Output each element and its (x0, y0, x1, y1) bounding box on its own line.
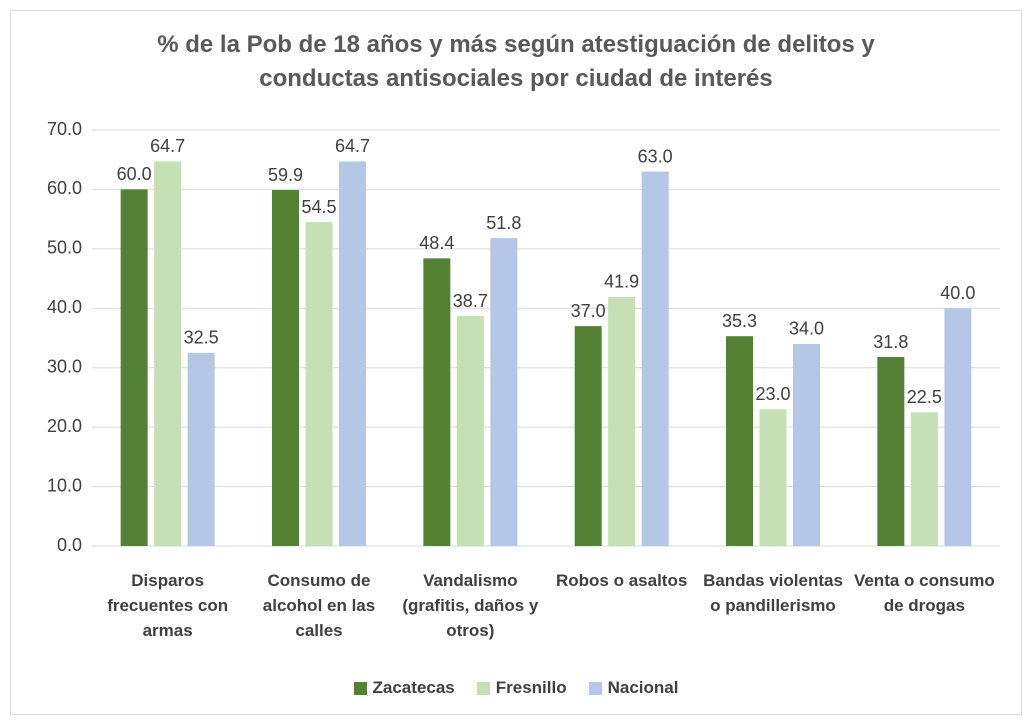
data-label: 35.3 (722, 311, 757, 331)
bar (641, 171, 669, 546)
x-tick-label: Consumo de alcohol en las calles (262, 571, 376, 640)
data-label: 41.9 (604, 272, 639, 292)
legend-label: Fresnillo (495, 678, 567, 697)
legend-label: Nacional (607, 678, 679, 697)
data-label: 37.0 (571, 301, 606, 321)
bar (759, 409, 787, 546)
bar (423, 258, 451, 546)
bar (877, 357, 905, 546)
data-label: 59.9 (268, 165, 303, 185)
data-label: 60.0 (117, 164, 152, 184)
x-tick-label: Disparos frecuentes con armas (107, 571, 229, 640)
data-label: 34.0 (789, 319, 824, 339)
data-label: 38.7 (453, 291, 488, 311)
data-label: 54.5 (301, 197, 336, 217)
data-label: 51.8 (486, 213, 521, 233)
bar (272, 190, 299, 546)
legend-item: Fresnillo (476, 678, 567, 698)
x-tick-label: Robos o asaltos (556, 571, 688, 590)
bar (490, 238, 518, 546)
data-label: 64.7 (335, 136, 370, 156)
bar (339, 161, 366, 547)
y-tick-label: 60.0 (47, 178, 82, 198)
y-tick-label: 40.0 (47, 297, 82, 317)
legend: Zacatecas Fresnillo Nacional (0, 678, 1032, 698)
bar (910, 412, 938, 546)
data-label: 48.4 (419, 233, 454, 253)
bar (305, 222, 333, 546)
legend-swatch (588, 681, 602, 695)
y-tick-label: 70.0 (47, 119, 82, 139)
y-tick-label: 0.0 (57, 535, 82, 555)
bar (726, 336, 753, 546)
y-tick-label: 50.0 (47, 238, 82, 258)
bar (944, 308, 972, 546)
bar (187, 352, 215, 546)
data-label: 22.5 (907, 387, 942, 407)
bar (456, 316, 484, 546)
data-label: 32.5 (184, 328, 219, 348)
bar (608, 296, 636, 546)
x-tick-label: Vandalismo (grafitis, daños y otros) (402, 571, 539, 640)
chart-title: % de la Pob de 18 años y más según atest… (157, 31, 875, 92)
x-tick-label: Venta o consumo de drogas (853, 571, 995, 615)
data-label: 64.7 (150, 136, 185, 156)
legend-item: Zacatecas (353, 678, 455, 698)
bar (793, 343, 820, 546)
legend-label: Zacatecas (372, 678, 455, 697)
bar (120, 189, 148, 546)
data-label: 40.0 (940, 283, 975, 303)
data-label: 31.8 (873, 332, 908, 352)
bar (154, 161, 182, 547)
x-tick-label: Bandas violentas o pandillerismo (703, 571, 843, 615)
legend-swatch (476, 681, 490, 695)
bar (574, 326, 602, 546)
y-tick-label: 20.0 (47, 416, 82, 436)
legend-swatch (353, 681, 367, 695)
y-tick-label: 10.0 (47, 475, 82, 495)
legend-item: Nacional (588, 678, 679, 698)
data-label: 23.0 (755, 384, 790, 404)
y-tick-label: 30.0 (47, 356, 82, 376)
chart-border (10, 10, 1022, 715)
data-label: 63.0 (638, 146, 673, 166)
